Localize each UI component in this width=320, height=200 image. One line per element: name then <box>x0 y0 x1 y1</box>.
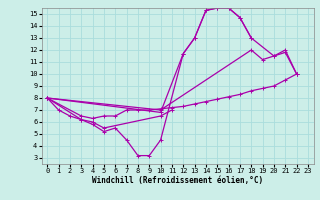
X-axis label: Windchill (Refroidissement éolien,°C): Windchill (Refroidissement éolien,°C) <box>92 176 263 185</box>
